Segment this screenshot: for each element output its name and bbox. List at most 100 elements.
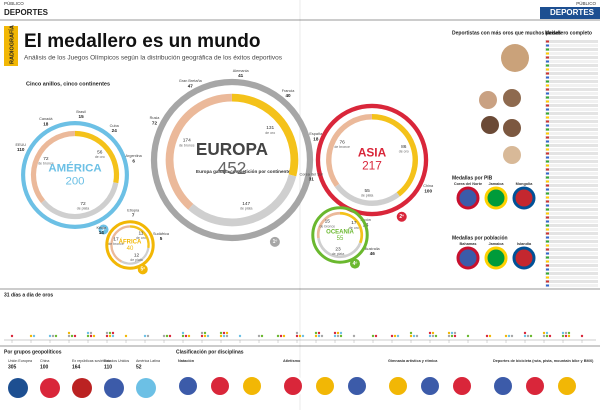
medal-count: 11 <box>138 230 143 236</box>
table-flag <box>546 64 549 67</box>
gold-dot <box>54 334 58 338</box>
medal-word: de oro <box>95 155 105 159</box>
gold-dot <box>187 334 191 338</box>
gold-dot <box>396 334 400 338</box>
continent-name: OCEANÍA <box>326 227 354 235</box>
table-flag <box>546 204 549 207</box>
table-row <box>545 80 598 83</box>
table-row <box>545 184 598 187</box>
table-flag <box>546 44 549 47</box>
gold-dot <box>390 334 394 338</box>
table-row <box>545 52 598 55</box>
table-flag <box>546 252 549 255</box>
discipline-flag <box>177 375 199 397</box>
table-flag <box>546 120 549 123</box>
continent-name: EUROPA <box>196 139 268 159</box>
gold-dot <box>415 334 419 338</box>
paper-name: PÚBLICO <box>4 0 24 6</box>
gold-dot <box>222 331 226 335</box>
gold-dot <box>393 334 397 338</box>
medal-arc <box>74 130 120 184</box>
group-name: Estados Unidos <box>104 359 129 363</box>
table-flag <box>546 40 549 43</box>
tab-label: RADIOGRAFÍA <box>7 25 15 64</box>
gold-dot <box>276 334 280 338</box>
discipline-flag <box>524 375 546 397</box>
discipline-flag <box>314 375 336 397</box>
table-flag <box>546 176 549 179</box>
country-medals: 110 <box>17 147 25 152</box>
country-medals: 6 <box>132 158 135 163</box>
table-flag <box>546 244 549 247</box>
table-row <box>545 240 598 243</box>
gold-dot <box>529 334 533 338</box>
country-medals: 18 <box>43 121 49 126</box>
continent-total: 55 <box>337 236 344 242</box>
table-flag <box>546 268 549 271</box>
gold-dot <box>466 334 470 338</box>
gold-dot <box>206 334 210 338</box>
country-name: Argentina <box>126 154 143 158</box>
table-row <box>545 212 598 215</box>
gold-dot <box>564 334 568 338</box>
gold-dot <box>371 334 375 338</box>
continent-name: ASIA <box>358 146 387 160</box>
discipline-flag <box>241 375 263 397</box>
continent-total: 200 <box>65 175 84 187</box>
country-medals: 31 <box>309 177 315 182</box>
country-name: Canadá <box>39 117 53 121</box>
medal-arc <box>317 237 362 259</box>
table-row <box>545 192 598 195</box>
continent-name: AMÉRICA <box>48 162 101 175</box>
country-medals: 15 <box>79 114 85 119</box>
gold-dot <box>73 334 77 338</box>
table-flag <box>546 172 549 175</box>
table-flag <box>546 124 549 127</box>
table-row <box>545 172 598 175</box>
medal-word: de plata <box>77 207 90 211</box>
table-flag <box>546 140 549 143</box>
medal-arc <box>129 225 150 249</box>
table-flag <box>546 92 549 95</box>
flag <box>484 246 508 270</box>
gold-dot <box>162 334 166 338</box>
table-flag <box>546 76 549 79</box>
section-name: DEPORTES <box>550 8 595 17</box>
gold-dot <box>567 331 571 335</box>
table-flag <box>546 144 549 147</box>
athlete-photo <box>479 91 497 109</box>
group-medals: 100 <box>40 364 49 370</box>
table-flag <box>546 156 549 159</box>
medal-count: 55 <box>364 188 370 194</box>
table-flag <box>546 180 549 183</box>
section-band <box>540 7 600 19</box>
gold-dot <box>301 334 305 338</box>
athlete-photo <box>481 116 499 134</box>
country-name: Brasil <box>76 110 86 114</box>
table-flag <box>546 188 549 191</box>
country-medals: 14 <box>99 230 105 235</box>
gold-dot <box>561 331 565 335</box>
gold-dot <box>314 331 318 335</box>
groups-heading: Por grupos geopolíticos <box>4 349 62 355</box>
rank: 2º <box>399 214 404 220</box>
gold-dot <box>561 334 565 338</box>
gold-dot <box>86 334 90 338</box>
gold-dot <box>548 334 552 338</box>
rank-badge <box>396 211 407 222</box>
gold-dot <box>409 334 413 338</box>
medal-word: de oro <box>136 236 146 240</box>
table-flag <box>546 212 549 215</box>
country-name: Australia <box>365 247 381 251</box>
medal-arc <box>326 114 373 188</box>
table-row <box>545 264 598 267</box>
table-row <box>545 276 598 279</box>
discipline-name: Deportes de bicicleta (ruta, pista, moun… <box>493 359 594 363</box>
table-row <box>545 152 598 155</box>
gold-dot <box>67 334 71 338</box>
discipline-flag <box>282 375 304 397</box>
country-name: Rusia <box>150 116 161 120</box>
medal-count: 12 <box>134 253 140 259</box>
table-row <box>545 156 598 159</box>
